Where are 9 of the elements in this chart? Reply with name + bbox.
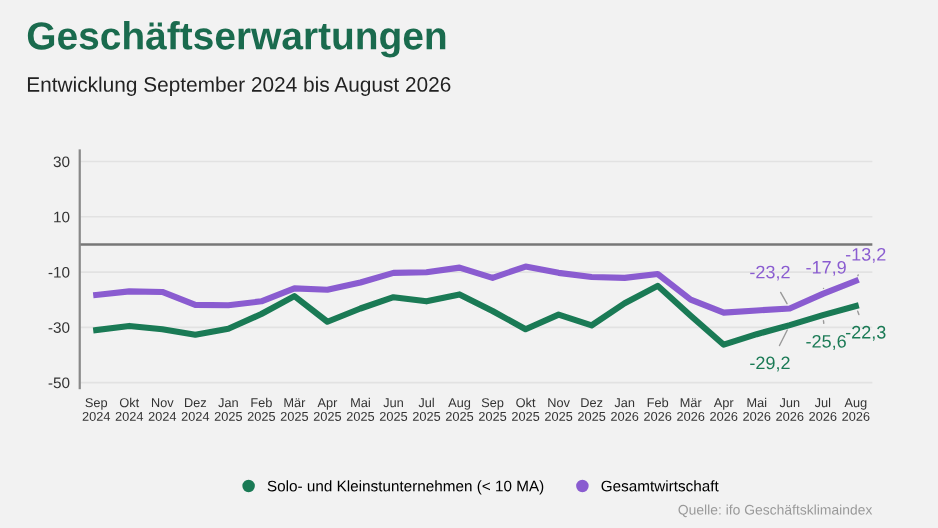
chart-subtitle: Entwicklung September 2024 bis August 2026 xyxy=(27,76,451,96)
chart-title: Geschäftserwartungen xyxy=(27,21,446,58)
data-label: -13,2 xyxy=(845,247,886,263)
data-label: -17,9 xyxy=(806,260,846,276)
data-label: -23,2 xyxy=(750,265,790,281)
data-label: -29,2 xyxy=(750,356,790,372)
data-label: -25,6 xyxy=(806,334,846,350)
line-series xyxy=(93,263,859,316)
data-label: -22,3 xyxy=(845,325,886,341)
